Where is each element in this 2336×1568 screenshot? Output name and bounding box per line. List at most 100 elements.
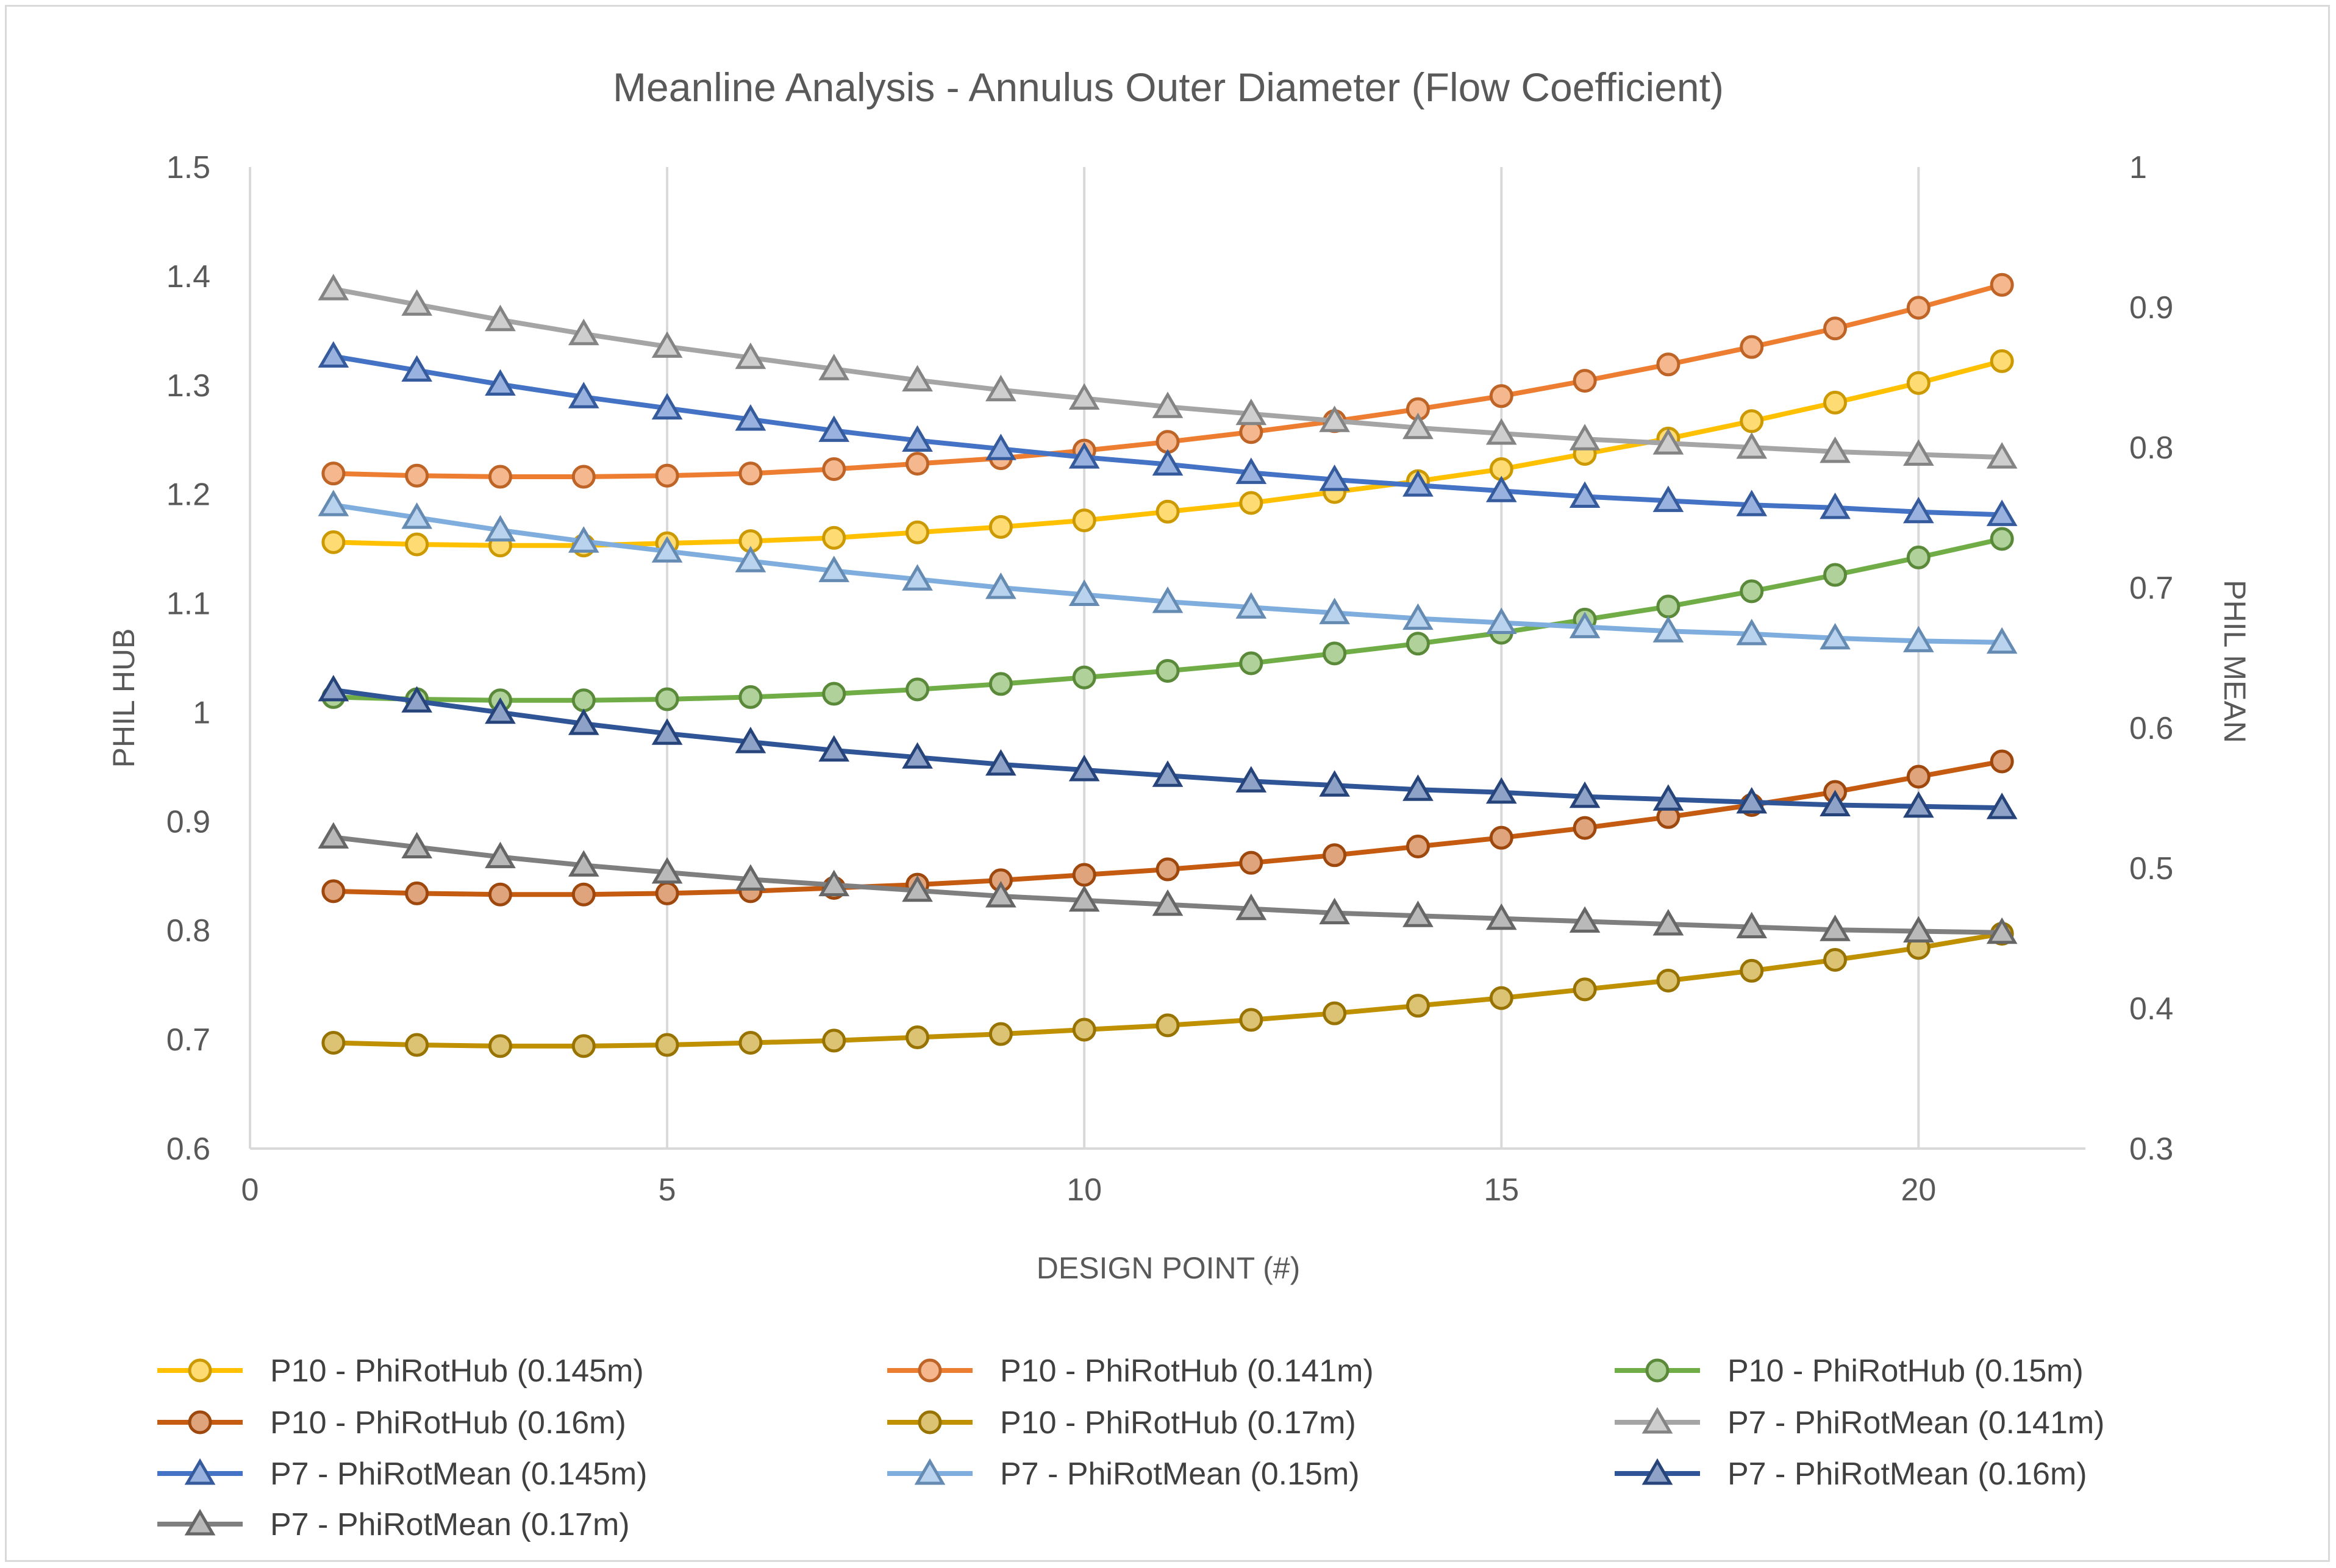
data-point bbox=[1656, 969, 1681, 993]
data-point bbox=[1152, 889, 1184, 916]
data-point bbox=[1736, 432, 1768, 459]
data-point bbox=[902, 564, 933, 591]
data-point bbox=[1736, 490, 1768, 516]
legend-marker bbox=[1645, 1358, 1670, 1383]
data-point bbox=[651, 331, 683, 358]
legend-marker bbox=[918, 1358, 942, 1383]
data-point bbox=[1903, 791, 1934, 818]
data-point bbox=[822, 1028, 846, 1053]
data-point bbox=[1068, 383, 1100, 410]
data-point bbox=[1736, 911, 1768, 939]
axes: 0 5 10 15 20 0.6 0.7 0.8 0.9 1 1.1 1.2 1.3 1.4 1.5 0.3 0… bbox=[166, 150, 2174, 1208]
data-point bbox=[1406, 994, 1430, 1018]
legend-label: P10 - PhiRotHub (0.15m) bbox=[1727, 1353, 2084, 1389]
chart-title: Meanline Analysis - Annulus Outer Diamet… bbox=[613, 65, 1724, 110]
legend-item: P7 - PhiRotMean (0.16m) bbox=[1615, 1456, 2087, 1492]
series-8 bbox=[318, 490, 2018, 654]
x-axis-title: DESIGN POINT (#) bbox=[1037, 1251, 1300, 1285]
data-point bbox=[1489, 384, 1513, 408]
legend-marker bbox=[188, 1358, 212, 1383]
data-point bbox=[1656, 594, 1681, 619]
data-point bbox=[485, 515, 516, 542]
legend-label: P10 - PhiRotHub (0.16m) bbox=[270, 1405, 626, 1441]
data-point bbox=[321, 530, 346, 554]
data-point bbox=[1569, 611, 1601, 638]
series-group bbox=[318, 273, 2018, 1058]
data-point bbox=[1823, 390, 1848, 415]
data-point bbox=[571, 882, 596, 907]
data-point bbox=[1906, 764, 1931, 789]
y-right-tick-label: 0.9 bbox=[2129, 290, 2173, 326]
data-point bbox=[735, 546, 766, 572]
data-point bbox=[1485, 418, 1517, 445]
data-point bbox=[568, 850, 599, 877]
data-point bbox=[818, 735, 850, 762]
data-point bbox=[318, 274, 349, 301]
legend-label: P10 - PhiRotHub (0.141m) bbox=[1000, 1353, 1374, 1389]
y-left-tick-label: 1.5 bbox=[166, 150, 210, 185]
y-left-tick-label: 0.8 bbox=[166, 913, 210, 949]
data-point bbox=[738, 461, 763, 486]
data-point bbox=[1569, 781, 1601, 808]
data-point bbox=[1068, 755, 1100, 782]
data-point bbox=[1239, 651, 1263, 675]
data-point bbox=[1485, 777, 1517, 804]
data-point bbox=[1573, 816, 1597, 840]
data-point bbox=[1406, 834, 1430, 858]
data-point bbox=[1402, 900, 1434, 927]
data-point bbox=[818, 354, 850, 380]
data-point bbox=[1740, 958, 1764, 983]
data-point bbox=[1489, 986, 1513, 1010]
data-point bbox=[985, 433, 1016, 460]
y-left-tick-label: 0.7 bbox=[166, 1022, 210, 1058]
legend-item: P10 - PhiRotHub (0.141m) bbox=[887, 1353, 1374, 1389]
data-point bbox=[401, 832, 432, 858]
data-point bbox=[1986, 499, 2018, 526]
data-point bbox=[401, 289, 432, 316]
data-point bbox=[822, 457, 846, 482]
data-point bbox=[985, 572, 1016, 599]
data-point bbox=[1485, 607, 1517, 634]
data-point bbox=[1239, 491, 1263, 515]
data-point bbox=[318, 341, 349, 368]
data-point bbox=[905, 1025, 930, 1050]
data-point bbox=[318, 822, 349, 849]
data-point bbox=[988, 672, 1013, 696]
data-point bbox=[1903, 496, 1934, 524]
data-point bbox=[905, 520, 930, 544]
data-point bbox=[1740, 409, 1764, 433]
legend-label: P7 - PhiRotMean (0.15m) bbox=[1000, 1456, 1360, 1492]
data-point bbox=[488, 882, 512, 907]
data-point bbox=[735, 342, 766, 369]
x-tick-label: 15 bbox=[1484, 1172, 1519, 1208]
data-point bbox=[405, 463, 429, 488]
legend-marker bbox=[1641, 1458, 1673, 1485]
y-left-tick-label: 1.2 bbox=[166, 477, 210, 513]
data-point bbox=[1485, 903, 1517, 930]
data-point bbox=[1986, 627, 2018, 654]
legend: P10 - PhiRotHub (0.145m) P10 - PhiRotHub … bbox=[157, 1353, 2105, 1542]
data-point bbox=[1402, 470, 1434, 497]
series-7 bbox=[318, 341, 2018, 526]
data-point bbox=[1068, 885, 1100, 912]
data-point bbox=[902, 365, 933, 392]
data-point bbox=[1068, 579, 1100, 606]
data-point bbox=[651, 536, 683, 563]
data-point bbox=[1820, 492, 1851, 519]
data-point bbox=[738, 1030, 763, 1055]
data-point bbox=[485, 304, 516, 332]
y-right-tick-label: 0.3 bbox=[2129, 1131, 2173, 1167]
data-point bbox=[818, 555, 850, 582]
legend-marker bbox=[918, 1410, 942, 1434]
data-point bbox=[1235, 398, 1267, 426]
data-point bbox=[902, 875, 933, 902]
data-point bbox=[1903, 916, 1934, 943]
data-point bbox=[571, 688, 596, 713]
data-point bbox=[1235, 592, 1267, 619]
data-point bbox=[655, 687, 679, 711]
data-point bbox=[401, 502, 432, 529]
data-point bbox=[1990, 273, 2014, 297]
data-point bbox=[1152, 391, 1184, 418]
data-point bbox=[1072, 863, 1096, 887]
